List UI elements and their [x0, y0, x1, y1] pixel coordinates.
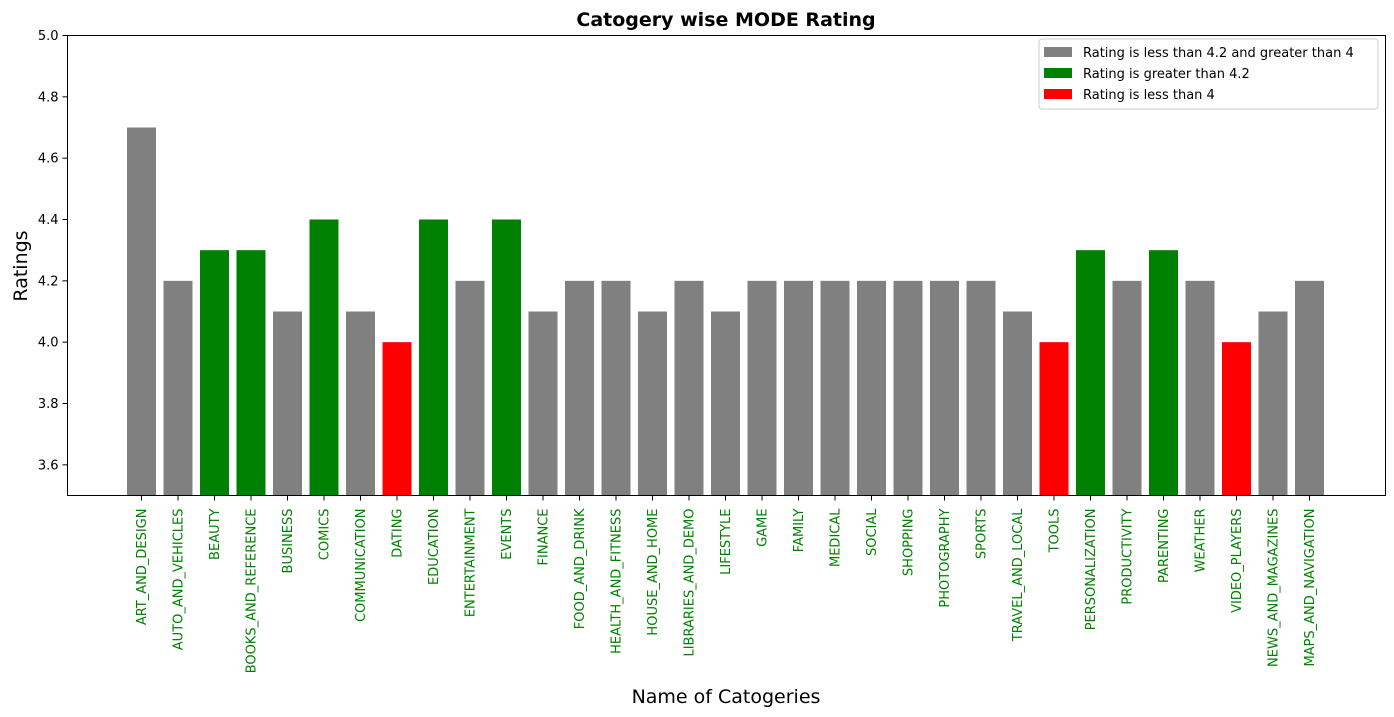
x-tick-label: TRAVEL_AND_LOCAL: [1011, 508, 1026, 642]
y-tick-label: 4.4: [38, 213, 59, 228]
legend-swatch: [1044, 89, 1072, 99]
x-tick-label: HEALTH_AND_FITNESS: [610, 509, 625, 654]
x-tick-label: AUTO_AND_VEHICLES: [172, 509, 187, 651]
legend-swatch: [1044, 47, 1072, 57]
x-tick-label: BEAUTY: [208, 508, 223, 559]
y-axis-label: Ratings: [10, 230, 32, 301]
bar-house-and-home: [638, 311, 667, 496]
y-axis: 3.6 3.8 4.0 4.2 4.4 4.6 4.8 5.0: [38, 29, 68, 473]
bar-productivity: [1112, 280, 1142, 496]
bar-libraries-and-demo: [674, 280, 704, 496]
x-tick-label: PERSONALIZATION: [1084, 509, 1099, 631]
bar-events: [492, 219, 521, 496]
chart-title: Catogery wise MODE Rating: [576, 9, 875, 31]
x-tick-label: COMMUNICATION: [354, 509, 369, 623]
bar-finance: [528, 311, 558, 496]
x-tick-label: SPORTS: [975, 509, 990, 560]
x-tick-label: NEWS_AND_MAGAZINES: [1267, 509, 1282, 667]
legend-frame: [1038, 38, 1379, 110]
x-tick-label: EVENTS: [500, 509, 515, 560]
y-tick-label: 4.6: [38, 152, 59, 167]
x-tick-label: VIDEO_PLAYERS: [1230, 509, 1245, 613]
x-tick-label: SHOPPING: [902, 509, 917, 577]
bar-lifestyle: [711, 311, 740, 496]
x-tick-label: FINANCE: [537, 509, 552, 566]
x-tick-label: WEATHER: [1194, 509, 1209, 573]
bar-photography: [930, 280, 959, 496]
bar-personalization: [1076, 250, 1105, 496]
bar-business: [273, 311, 302, 496]
x-tick-label: MAPS_AND_NAVIGATION: [1303, 509, 1318, 667]
x-tick-label: COMICS: [318, 509, 333, 561]
x-tick-label: DATING: [391, 509, 406, 558]
x-tick-label: ENTERTAINMENT: [464, 508, 479, 617]
x-tick-label: PARENTING: [1157, 509, 1172, 583]
bar-news-and-magazines: [1258, 311, 1288, 496]
x-tick-label: MEDICAL: [829, 508, 844, 567]
x-tick-label: BOOKS_AND_REFERENCE: [245, 509, 260, 674]
legend-label: Rating is less than 4.2 and greater than…: [1083, 46, 1354, 61]
x-tick-label: SOCIAL: [865, 508, 880, 556]
bar-education: [419, 219, 448, 496]
bar-books-and-reference: [236, 250, 266, 496]
bar-auto-and-vehicles: [163, 280, 193, 496]
bar-comics: [309, 219, 339, 496]
x-tick-label: LIFESTYLE: [719, 509, 734, 575]
bar-communication: [346, 311, 375, 496]
x-tick-label: GAME: [756, 509, 771, 547]
bars-group: [127, 127, 1324, 496]
bar-sports: [966, 280, 996, 496]
bar-medical: [820, 280, 850, 496]
y-tick-label: 4.2: [38, 274, 59, 289]
x-axis-label: Name of Catogeries: [632, 686, 821, 708]
x-tick-label: ART_AND_DESIGN: [135, 509, 150, 626]
bar-family: [784, 280, 813, 496]
bar-health-and-fitness: [601, 280, 631, 496]
bar-travel-and-local: [1003, 311, 1032, 496]
x-tick-label: PRODUCTIVITY: [1121, 508, 1136, 604]
y-tick-label: 3.6: [38, 458, 59, 473]
legend-label: Rating is less than 4: [1083, 88, 1215, 103]
x-tick-label: TOOLS: [1048, 509, 1063, 554]
y-tick-label: 5.0: [38, 29, 59, 44]
bar-weather: [1185, 280, 1215, 496]
legend: Rating is less than 4.2 and greater than…: [1038, 38, 1379, 110]
x-tick-label: FAMILY: [792, 508, 807, 552]
bar-video-players: [1222, 342, 1251, 496]
bar-game: [747, 280, 777, 496]
bar-parenting: [1149, 250, 1178, 496]
x-tick-label: BUSINESS: [281, 509, 296, 574]
bar-tools: [1039, 342, 1069, 496]
legend-swatch: [1044, 68, 1072, 78]
bar-beauty: [200, 250, 229, 496]
bar-shopping: [893, 280, 923, 496]
y-tick-label: 3.8: [38, 397, 59, 412]
x-axis: ART_AND_DESIGN AUTO_AND_VEHICLES BEAUTY BOO…: [135, 495, 1318, 674]
y-tick-label: 4.0: [38, 336, 59, 351]
x-tick-label: EDUCATION: [427, 509, 442, 585]
bar-dating: [382, 342, 412, 496]
x-tick-label: LIBRARIES_AND_DEMO: [683, 509, 698, 657]
bar-entertainment: [455, 280, 485, 496]
x-tick-label: HOUSE_AND_HOME: [646, 509, 661, 636]
bar-maps-and-navigation: [1295, 280, 1324, 496]
bar-food-and-drink: [565, 280, 594, 496]
bar-social: [857, 280, 886, 496]
x-tick-label: FOOD_AND_DRINK: [573, 508, 588, 629]
plot-area-frame: [67, 35, 1386, 496]
y-tick-label: 4.8: [38, 90, 59, 105]
x-tick-label: PHOTOGRAPHY: [938, 508, 953, 607]
legend-label: Rating is greater than 4.2: [1083, 67, 1250, 82]
bar-art-and-design: [127, 127, 156, 496]
